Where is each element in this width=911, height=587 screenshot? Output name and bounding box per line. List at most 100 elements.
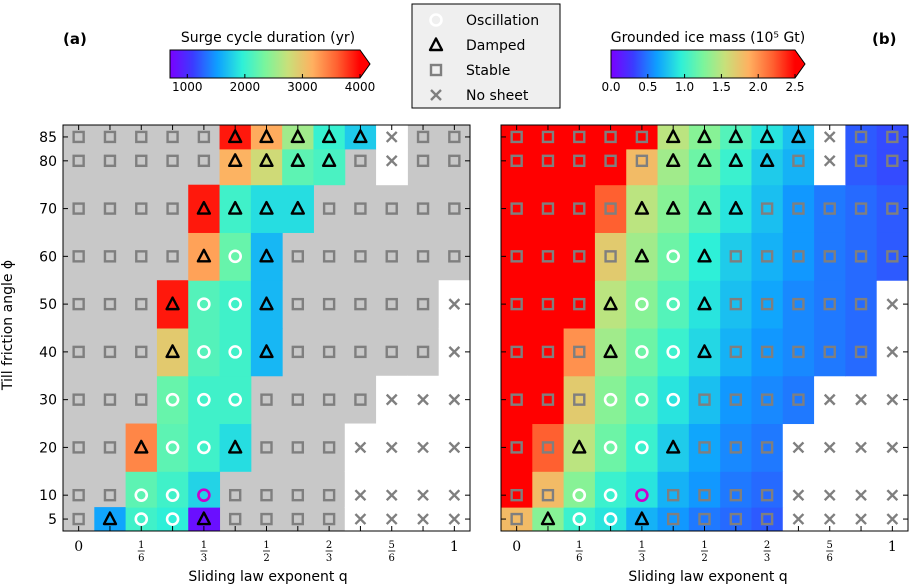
- marker-stable: [354, 202, 367, 215]
- marker-no-sheet: [792, 441, 805, 454]
- marker-stable: [573, 202, 586, 215]
- marker-stable: [291, 297, 305, 311]
- x-tick-label-numerator: 5: [827, 540, 833, 551]
- heatmap-cell: [438, 471, 471, 508]
- marker-oscillation: [635, 297, 649, 311]
- panel-b: 0 1 6 1 3 1 2 2 3 5 6 1: [500, 124, 909, 564]
- heatmap-cell: [501, 280, 533, 329]
- marker-oscillation: [197, 297, 211, 311]
- y-tick-label: 70: [39, 202, 57, 218]
- marker-damped: [259, 129, 274, 144]
- marker-damped: [634, 511, 650, 526]
- heatmap-cell: [563, 328, 596, 377]
- marker-no-sheet: [417, 441, 429, 454]
- marker-oscillation: [603, 440, 618, 455]
- heatmap-cell: [657, 423, 690, 472]
- marker-stable: [510, 297, 523, 311]
- heatmap-cell: [782, 232, 815, 281]
- heatmap-cell: [532, 328, 565, 377]
- marker-stable: [541, 345, 555, 359]
- marker-stable: [322, 441, 336, 454]
- marker-stable: [698, 441, 711, 454]
- y-axis-label: Till friction angle ϕ: [0, 260, 16, 391]
- marker-stable: [604, 202, 617, 215]
- heatmap-cell: [250, 232, 283, 281]
- heatmap-cell: [594, 280, 627, 329]
- heatmap-cell: [250, 280, 283, 329]
- marker-no-sheet: [855, 393, 867, 406]
- heatmap-cell: [188, 423, 221, 472]
- x-tick-label-denominator: 3: [326, 553, 332, 564]
- marker-stable: [135, 154, 148, 168]
- heatmap-cell: [188, 280, 221, 329]
- marker-stable: [510, 154, 523, 168]
- legend-item-oscillation: Oscillation: [429, 13, 539, 29]
- heatmap-cell: [532, 423, 565, 472]
- heatmap-cell: [751, 328, 784, 377]
- marker-no-sheet: [855, 489, 867, 502]
- marker-stable: [72, 393, 85, 406]
- legend-items: Oscillation Damped Stable No sheet: [428, 13, 539, 104]
- legend-damped-icon: [428, 37, 444, 52]
- heatmap-cell: [814, 232, 846, 281]
- marker-stable: [541, 250, 555, 263]
- heatmap-cell: [188, 232, 221, 281]
- marker-oscillation: [134, 488, 149, 502]
- x-tick-label: 1: [888, 539, 897, 555]
- heatmap-cell: [688, 280, 721, 329]
- marker-stable: [291, 512, 305, 526]
- heatmap-cell: [720, 184, 752, 233]
- heatmap-cell: [626, 232, 659, 281]
- marker-no-sheet: [823, 131, 836, 143]
- marker-damped: [728, 153, 744, 168]
- marker-stable: [729, 345, 743, 359]
- marker-oscillation: [165, 512, 180, 526]
- y-tick-label: 5: [48, 512, 57, 528]
- marker-oscillation: [197, 345, 211, 359]
- marker-stable: [416, 297, 430, 311]
- heatmap-cell: [720, 375, 752, 425]
- heatmap-cell: [657, 375, 690, 425]
- marker-stable: [792, 250, 805, 263]
- marker-stable: [416, 130, 430, 144]
- x-tick-label-denominator: 6: [138, 553, 144, 564]
- heatmap-cell: [845, 184, 878, 233]
- marker-oscillation: [228, 249, 242, 264]
- marker-stable: [72, 154, 85, 168]
- marker-stable: [760, 297, 774, 311]
- heatmap-cell: [563, 232, 596, 281]
- marker-damped: [728, 129, 744, 144]
- marker-stable: [698, 488, 711, 502]
- marker-stable: [103, 345, 117, 359]
- marker-no-sheet: [448, 441, 461, 454]
- marker-stable: [760, 512, 774, 526]
- heatmap-cell: [501, 375, 533, 425]
- marker-stable: [322, 345, 336, 359]
- heatmap-cell: [751, 232, 784, 281]
- marker-stable: [291, 441, 305, 454]
- marker-stable: [416, 345, 430, 359]
- marker-stable: [135, 250, 148, 263]
- marker-stable: [291, 345, 305, 359]
- marker-damped: [259, 296, 274, 311]
- heatmap-cell: [219, 328, 252, 377]
- marker-damped: [165, 296, 180, 311]
- colorbar-b: 0.0 0.5 1.0 1.5 2.0 2.5: [601, 49, 806, 94]
- marker-stable: [135, 393, 148, 406]
- marker-oscillation: [635, 440, 649, 455]
- heatmap-cell: [782, 328, 815, 377]
- marker-damped: [697, 153, 712, 168]
- marker-stable: [854, 202, 868, 215]
- marker-stable: [541, 441, 555, 454]
- marker-stable: [448, 250, 461, 263]
- y-tick-label: 10: [39, 488, 57, 504]
- heatmap-cell: [688, 375, 721, 425]
- heatmap-cell: [219, 280, 252, 329]
- marker-stable: [541, 393, 555, 406]
- colorbar-extend-arrow: [795, 50, 805, 78]
- x-tick-label-numerator: 1: [639, 540, 645, 551]
- heatmap-cell: [814, 184, 846, 233]
- marker-damped: [665, 439, 681, 454]
- marker-damped: [697, 248, 712, 263]
- heatmap-cell: [626, 423, 659, 472]
